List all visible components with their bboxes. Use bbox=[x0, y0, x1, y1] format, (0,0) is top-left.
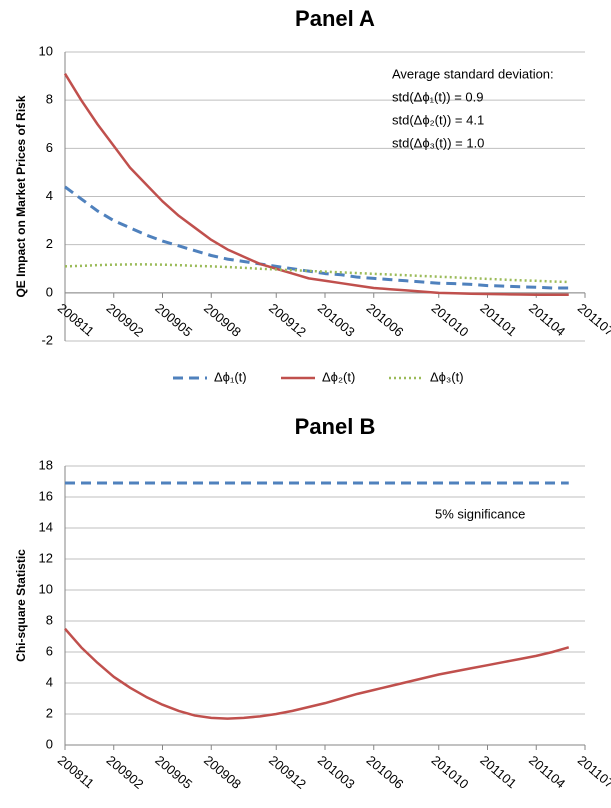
y-tick-label: 12 bbox=[39, 550, 53, 565]
x-tick-label: 201010 bbox=[429, 300, 472, 339]
y-tick-label: 2 bbox=[46, 236, 53, 251]
y-tick-label: 6 bbox=[46, 140, 53, 155]
y-tick-label: 4 bbox=[46, 188, 53, 203]
series-line bbox=[63, 73, 569, 297]
y-tick-label: 2 bbox=[46, 705, 53, 720]
chart-title: Panel B bbox=[295, 414, 376, 439]
y-tick-label: 4 bbox=[46, 674, 53, 689]
series-label: 5% significance bbox=[435, 506, 525, 521]
y-tick-label: 6 bbox=[46, 643, 53, 658]
x-tick-label: 200905 bbox=[152, 300, 195, 339]
legend-label: Δϕ₂(t) bbox=[322, 369, 355, 384]
y-axis-label: QE Impact on Market Prices of Risk bbox=[14, 95, 28, 297]
x-tick-label: 200811 bbox=[55, 752, 97, 791]
x-tick-label: 201003 bbox=[315, 752, 358, 791]
x-tick-label: 200912 bbox=[266, 752, 309, 791]
y-tick-label: 8 bbox=[46, 92, 53, 107]
y-tick-label: 16 bbox=[39, 488, 53, 503]
y-tick-label: -2 bbox=[41, 332, 53, 347]
series-line bbox=[64, 627, 570, 720]
y-tick-label: 0 bbox=[46, 736, 53, 751]
y-tick-label: 10 bbox=[39, 581, 53, 596]
x-tick-label: 201101 bbox=[477, 300, 519, 339]
x-tick-label: 201104 bbox=[526, 300, 568, 339]
x-tick-label: 200912 bbox=[266, 300, 309, 339]
legend-label: Δϕ₁(t) bbox=[214, 369, 247, 384]
y-tick-label: 14 bbox=[39, 519, 53, 534]
series-line bbox=[64, 263, 569, 284]
y-axis-label: Chi-square Statistic bbox=[14, 549, 28, 662]
x-tick-label: 200908 bbox=[201, 300, 244, 339]
annotation: std(Δϕ₂(t)) = 4.1 bbox=[392, 112, 484, 127]
x-tick-label: 201010 bbox=[429, 752, 472, 791]
series-line bbox=[64, 185, 569, 290]
annotation: std(Δϕ₁(t)) = 0.9 bbox=[392, 89, 484, 104]
chart-title: Panel A bbox=[295, 6, 375, 31]
x-tick-label: 201006 bbox=[364, 752, 407, 791]
y-tick-label: 18 bbox=[39, 457, 53, 472]
y-tick-label: 8 bbox=[46, 612, 53, 627]
x-tick-label: 200905 bbox=[152, 752, 195, 791]
x-tick-label: 201003 bbox=[315, 300, 358, 339]
y-tick-label: 0 bbox=[46, 284, 53, 299]
legend-label: Δϕ₃(t) bbox=[430, 369, 464, 384]
x-tick-label: 201101 bbox=[477, 752, 519, 791]
x-tick-label: 200902 bbox=[104, 752, 147, 791]
x-tick-label: 201006 bbox=[364, 300, 407, 339]
x-tick-label: 201107 bbox=[575, 300, 611, 339]
x-tick-label: 201107 bbox=[575, 752, 611, 791]
x-tick-label: 200902 bbox=[104, 300, 147, 339]
y-tick-label: 10 bbox=[39, 43, 53, 58]
annotation: Average standard deviation: bbox=[392, 66, 554, 81]
x-tick-label: 201104 bbox=[526, 752, 568, 791]
x-tick-label: 200811 bbox=[55, 300, 97, 339]
x-tick-label: 200908 bbox=[201, 752, 244, 791]
annotation: std(Δϕ₃(t)) = 1.0 bbox=[392, 135, 484, 150]
